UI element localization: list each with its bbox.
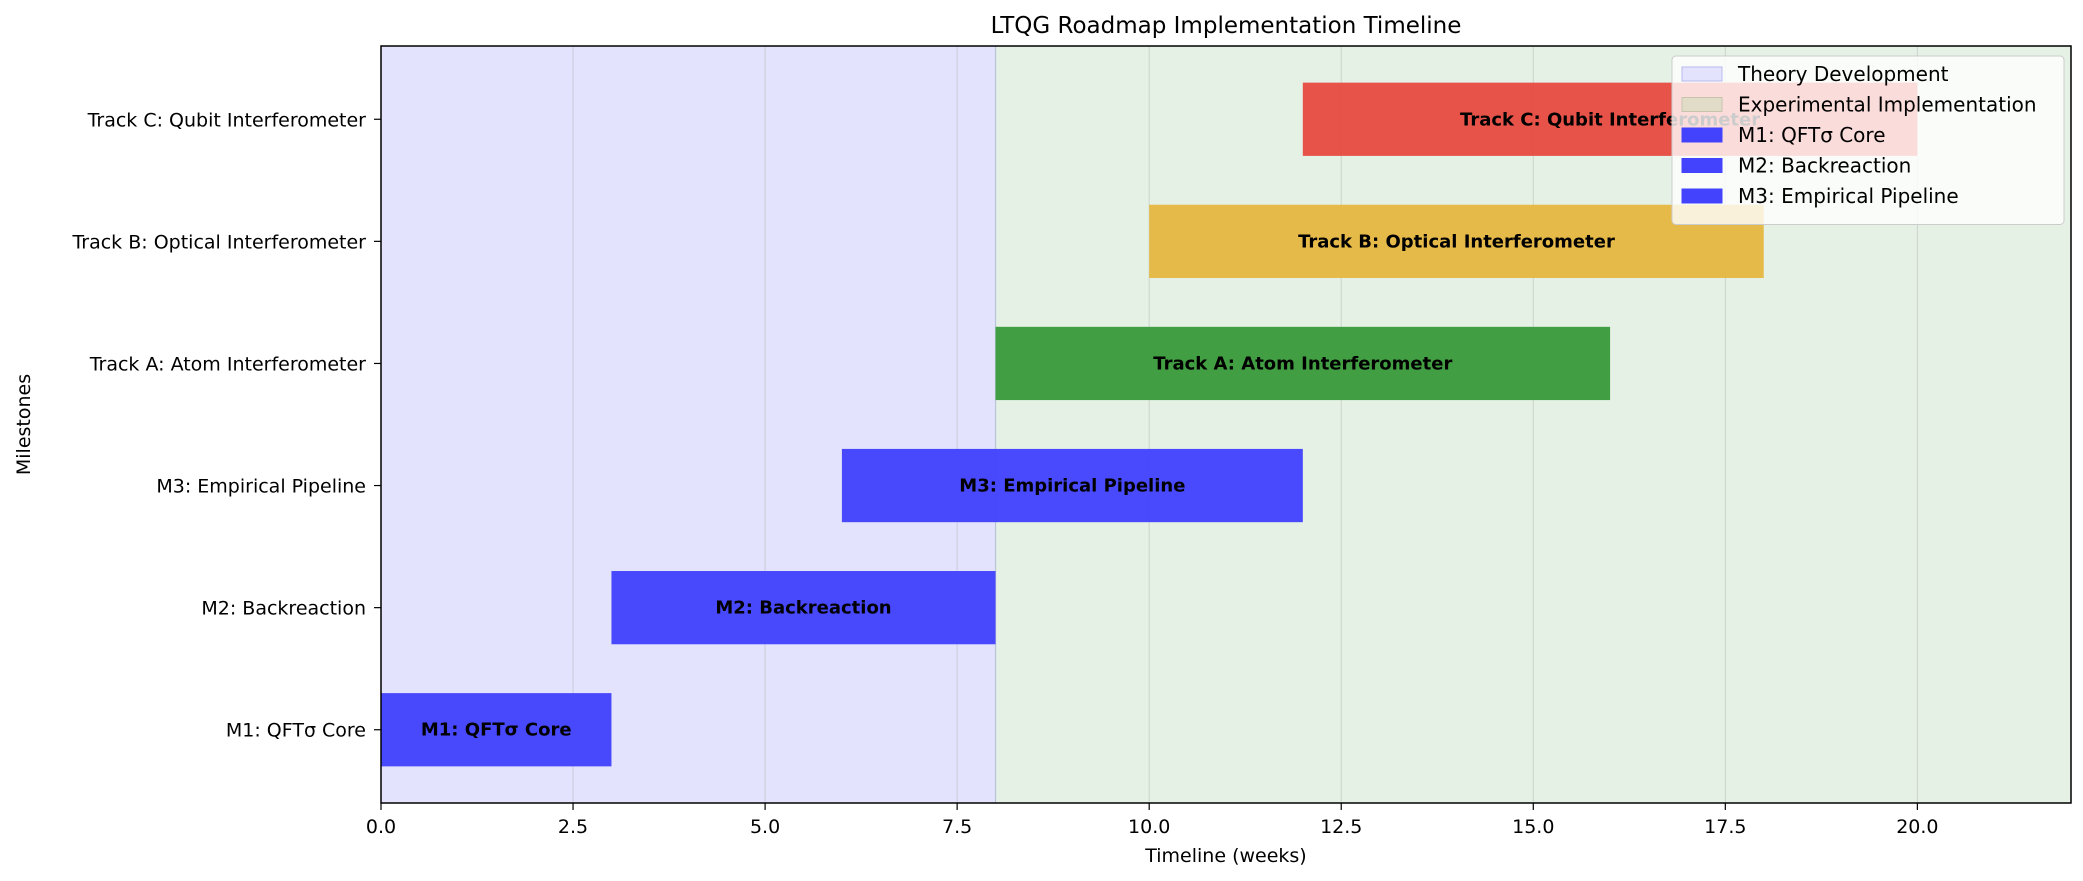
legend-label-m1-qft-core: M1: QFTσ Core (1738, 123, 1886, 147)
legend-swatch-m3-empirical-pipeline (1681, 188, 1723, 204)
bar-m1-qft-core (381, 693, 612, 767)
chart-title: LTQG Roadmap Implementation Timeline (991, 13, 1462, 39)
x-tick-label-1: 2.5 (558, 816, 588, 838)
legend-label-m3-empirical-pipeline: M3: Empirical Pipeline (1738, 184, 1959, 208)
legend-swatch-m1-qft-core (1681, 127, 1723, 143)
bar-label-m3-empirical-pipeline: M3: Empirical Pipeline (959, 476, 1185, 497)
x-tick-label-3: 7.5 (942, 816, 972, 838)
legend-label-m2-backreaction: M2: Backreaction (1738, 154, 1911, 178)
legend-label-theory-development: Theory Development (1737, 62, 1949, 86)
bar-label-m2-backreaction: M2: Backreaction (715, 598, 891, 619)
x-tick-label-2: 5.0 (750, 816, 780, 838)
legend-box (1671, 55, 2065, 225)
x-tick-label-5: 12.5 (1320, 816, 1362, 838)
phase-band-theory-development (381, 46, 996, 803)
x-tick-label-0: 0.0 (366, 816, 396, 838)
bar-label-track-a-atom-interferometer: Track A: Atom Interferometer (1153, 353, 1452, 374)
y-axis-label: Milestones (13, 374, 35, 475)
x-tick-label-6: 15.0 (1512, 816, 1554, 838)
bar-m2-backreaction (611, 571, 996, 645)
x-tick-label-8: 20.0 (1896, 816, 1938, 838)
legend-label-experimental-implementation: Experimental Implementation (1738, 93, 2037, 117)
y-tick-label-track-c-qubit-interferometer: Track C: Qubit Interferometer (87, 109, 367, 131)
y-tick-label-m3-empirical-pipeline: M3: Empirical Pipeline (156, 476, 366, 498)
y-tick-label-m2-backreaction: M2: Backreaction (201, 598, 366, 620)
bar-label-track-b-optical-interferometer: Track B: Optical Interferometer (1298, 231, 1615, 252)
bar-track-a-atom-interferometer (995, 326, 1611, 401)
legend: Theory Development Experimental Implement… (1671, 55, 2065, 225)
plot-frame (380, 45, 2072, 804)
legend-swatch-m2-backreaction (1681, 158, 1723, 173)
x-axis-label: Timeline (weeks) (1144, 845, 1306, 867)
bar-m3-empirical-pipeline (841, 448, 1303, 523)
y-tick-label-track-b-optical-interferometer: Track B: Optical Interferometer (71, 231, 366, 253)
x-tick-label-4: 10.0 (1128, 816, 1170, 838)
bar-label-m1-qft-core: M1: QFTσ Core (421, 720, 572, 741)
legend-swatch-theory-development (1681, 66, 1723, 82)
x-tick-label-7: 17.5 (1704, 816, 1746, 838)
y-tick-label-m1-qft-core: M1: QFTσ Core (226, 720, 366, 742)
bar-track-b-optical-interferometer (1149, 204, 1764, 278)
legend-swatch-experimental-implementation (1681, 97, 1723, 112)
y-tick-label-track-a-atom-interferometer: Track A: Atom Interferometer (89, 353, 366, 375)
